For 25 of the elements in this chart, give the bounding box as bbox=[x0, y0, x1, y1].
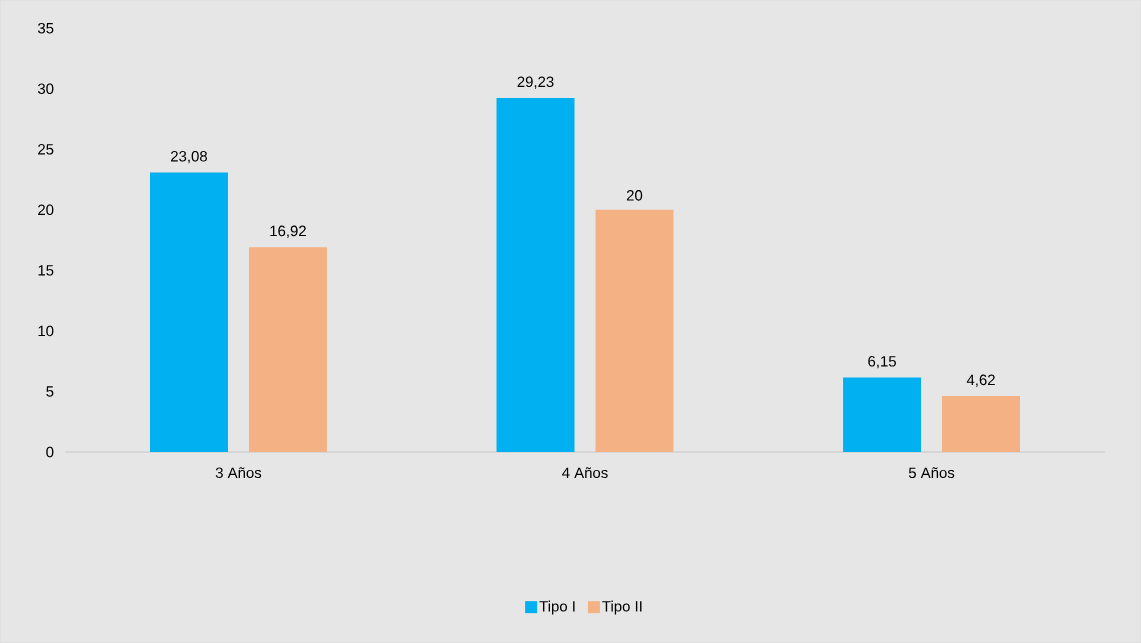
data-label: 20 bbox=[626, 189, 643, 201]
x-tick-label: 5 Años bbox=[908, 467, 955, 478]
bar bbox=[149, 172, 228, 452]
y-tick-label: 30 bbox=[37, 83, 54, 94]
data-label: 4,62 bbox=[966, 374, 995, 387]
data-label: 16,92 bbox=[270, 225, 306, 238]
data-label: 29,23 bbox=[517, 76, 554, 89]
bar bbox=[496, 97, 575, 452]
y-tick-label: 10 bbox=[38, 325, 54, 337]
y-tick-label: 15 bbox=[38, 265, 54, 276]
legend-label: Tipo II bbox=[602, 600, 642, 615]
bar bbox=[843, 377, 922, 452]
bar bbox=[595, 209, 674, 452]
y-tick-label: 35 bbox=[37, 22, 54, 34]
data-label: 23,08 bbox=[171, 150, 208, 164]
legend-label: Tipo I bbox=[539, 600, 575, 615]
y-tick-label: 20 bbox=[38, 204, 54, 216]
bar bbox=[942, 396, 1020, 452]
y-tick-label: 5 bbox=[46, 386, 54, 397]
bar bbox=[248, 247, 327, 452]
data-label: 6,15 bbox=[868, 355, 896, 369]
y-tick-label: 0 bbox=[46, 446, 54, 458]
y-tick-label: 25 bbox=[38, 143, 54, 155]
x-tick-label: 4 Años bbox=[562, 467, 608, 478]
x-tick-label: 3 Años bbox=[215, 467, 262, 478]
